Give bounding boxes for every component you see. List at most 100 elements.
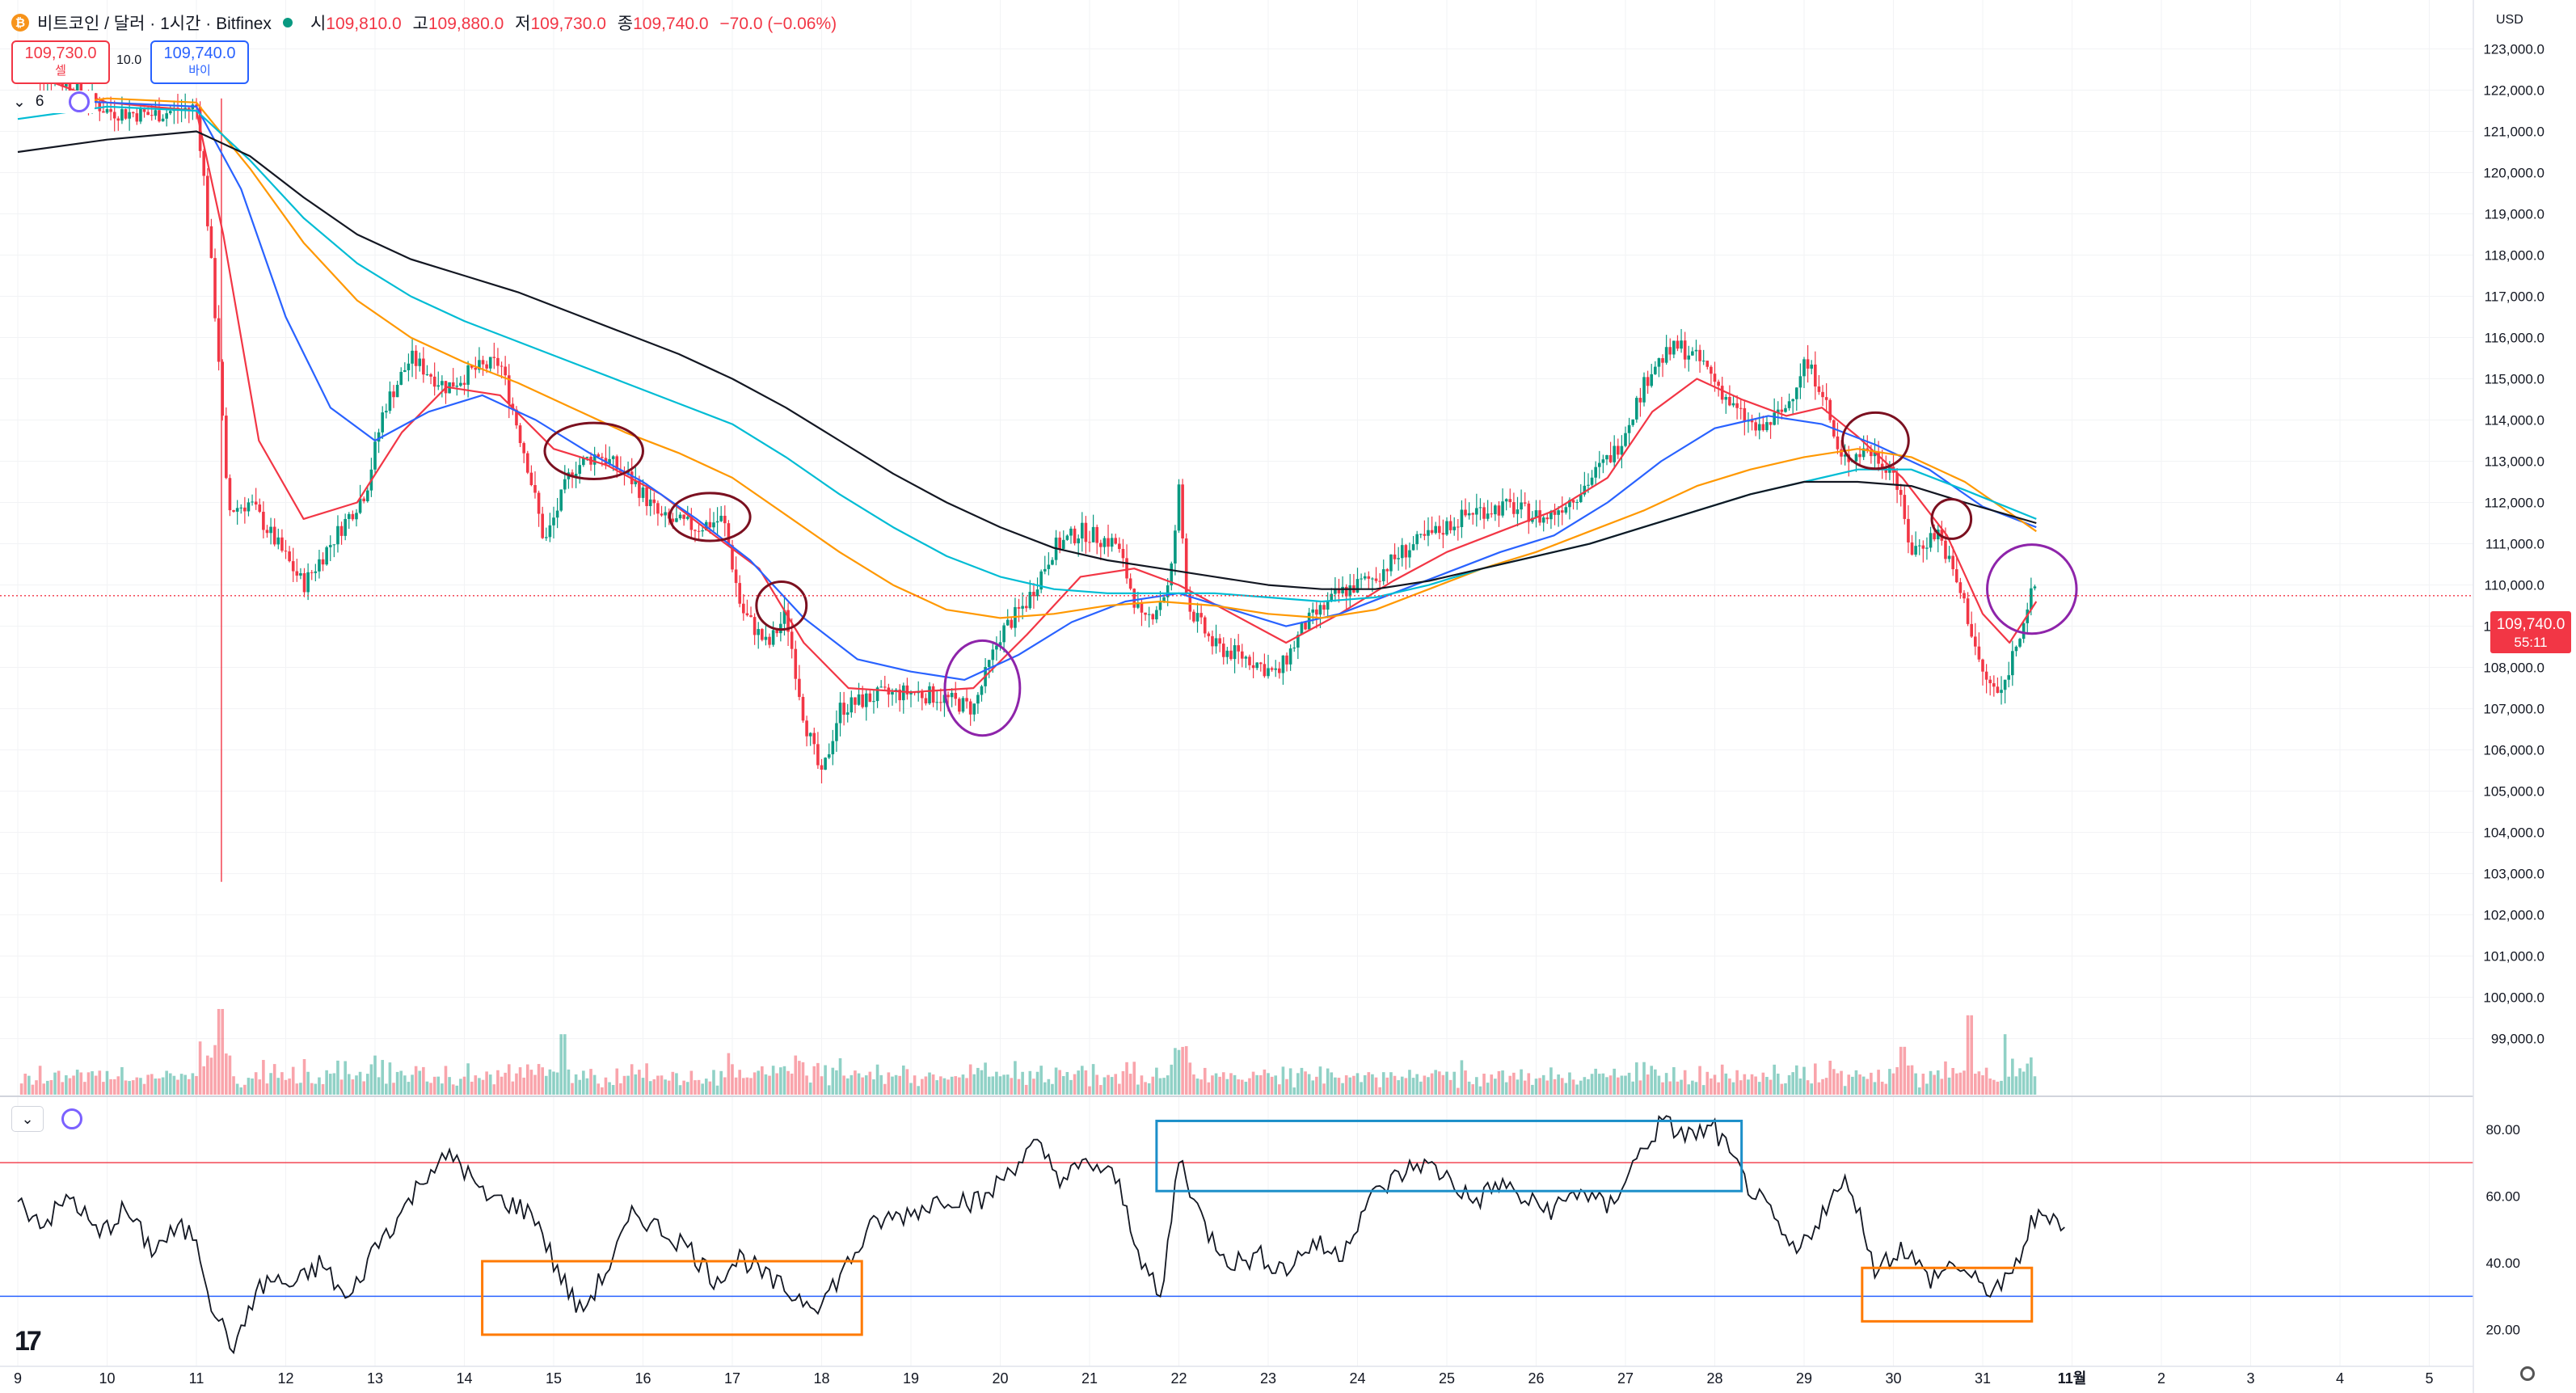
candle-body — [1419, 534, 1423, 535]
price-annotations — [543, 411, 2078, 737]
volume-bar — [228, 1055, 232, 1095]
candle-body — [1445, 521, 1448, 535]
volume-bar — [2007, 1076, 2011, 1095]
candle-body — [139, 108, 142, 122]
oscillator-tick-label: 40.00 — [2485, 1256, 2520, 1271]
volume-bar — [1158, 1078, 1162, 1095]
price-tick-label: 111,000.0 — [2485, 537, 2544, 552]
candle-body — [1233, 645, 1237, 660]
volume-bar — [1452, 1071, 1457, 1095]
volume-bar — [1605, 1077, 1608, 1095]
candle-body — [128, 112, 131, 119]
candle-body — [842, 703, 845, 715]
oscillator-tick-label: 20.00 — [2485, 1323, 2520, 1338]
volume-bar — [987, 1076, 991, 1095]
volume-bar — [1728, 1079, 1731, 1095]
volume-bar — [764, 1074, 768, 1095]
volume-bar — [1065, 1071, 1069, 1095]
volume-bar — [1817, 1082, 1821, 1095]
annotation-ellipse — [1841, 411, 1910, 471]
volume-bar — [436, 1076, 441, 1095]
candle-body — [392, 391, 395, 398]
volume-bar — [835, 1070, 838, 1095]
candle-body — [161, 118, 165, 122]
buy-button[interactable]: 109,740.0 바이 — [150, 40, 249, 84]
volume-bar — [1278, 1084, 1281, 1095]
candle-body — [288, 551, 291, 562]
candle-body — [771, 630, 775, 645]
candle-body — [1475, 508, 1478, 515]
candle-body — [1155, 610, 1158, 620]
candle-body — [1360, 578, 1363, 580]
volume-bar — [459, 1079, 462, 1095]
candle-body — [1594, 466, 1597, 478]
volume-bar — [1802, 1066, 1806, 1095]
candle-body — [1787, 401, 1791, 408]
volume-bar — [1244, 1082, 1248, 1095]
volume-bar — [1910, 1065, 1914, 1095]
price-tick-label: 123,000.0 — [2483, 42, 2544, 57]
volume-bar — [1765, 1077, 1769, 1095]
volume-bar — [448, 1077, 451, 1095]
symbol-title[interactable]: 비트코인 / 달러 · 1시간 · Bitfinex — [37, 15, 272, 33]
candle-body — [812, 732, 816, 745]
sell-button[interactable]: 109,730.0 셀 — [11, 40, 110, 84]
volume-bar — [1355, 1073, 1360, 1095]
candle-body — [1166, 585, 1170, 597]
volume-bar — [91, 1070, 94, 1095]
volume-bar — [1014, 1061, 1017, 1095]
volume-bar — [827, 1085, 831, 1095]
price-axis[interactable]: 123,000.0 122,000.0 121,000.0 120,000.0 119,… — [2483, 42, 2544, 1047]
volume-bar — [339, 1079, 344, 1095]
oscillator-axis[interactable]: 80.00 60.00 40.00 20.00 — [2485, 1122, 2520, 1338]
volume-bar — [1267, 1073, 1270, 1095]
candle-body — [1337, 589, 1341, 593]
volume-bar — [2003, 1034, 2007, 1095]
candle-body — [1549, 511, 1553, 520]
candle-body — [727, 523, 731, 546]
collapse-chevron-icon[interactable]: ⌄ — [11, 1106, 44, 1132]
candle-body — [1255, 662, 1258, 669]
currency-label[interactable]: USD — [2496, 13, 2523, 27]
volume-bar — [1077, 1070, 1080, 1095]
tradingview-logo[interactable]: 17 — [15, 1326, 42, 1357]
candle-body — [1035, 589, 1039, 597]
candle-body — [1836, 436, 1840, 450]
candle-body — [1646, 377, 1650, 386]
volume-bar — [213, 1045, 217, 1095]
candle-body — [652, 499, 656, 504]
candle-body — [626, 471, 630, 475]
volume-bar — [1590, 1074, 1594, 1095]
candle-body — [135, 113, 139, 122]
volume-bar — [1966, 1015, 1970, 1095]
candle-body — [928, 686, 931, 704]
volume-bar — [146, 1074, 150, 1095]
volume-bar — [1006, 1074, 1010, 1095]
candle-body — [1724, 397, 1728, 400]
volume-bar — [481, 1079, 485, 1095]
annotation-ellipse — [1986, 543, 2078, 635]
refresh-icon[interactable] — [68, 91, 90, 112]
candle-body — [1423, 534, 1427, 536]
volume-bar — [1642, 1062, 1646, 1095]
volume-bar — [187, 1079, 191, 1095]
time-tick-label: 3 — [2246, 1370, 2254, 1387]
buy-price: 109,740.0 — [163, 44, 236, 62]
time-axis[interactable]: 9 10 11 12 13 14 15 16 17 18 19 20 21 22 23 24 25 26 27 28 2… — [14, 1370, 2434, 1387]
settings-gear-icon[interactable] — [2520, 1366, 2535, 1381]
indicators-toggle[interactable]: ⌄ 6 — [8, 91, 95, 113]
candle-body — [1921, 545, 1925, 549]
volume-bar — [507, 1064, 511, 1095]
volume-bar — [1810, 1083, 1814, 1095]
candle-body — [1553, 511, 1557, 515]
candle-body — [1520, 502, 1523, 510]
candle-body — [1780, 409, 1784, 412]
volume-bar — [1676, 1081, 1680, 1095]
volume-bar — [1977, 1071, 1981, 1095]
volume-bar — [1545, 1080, 1549, 1095]
volume-bar — [179, 1074, 183, 1095]
volume-bar — [1367, 1072, 1371, 1095]
volume-bar — [1877, 1070, 1880, 1095]
refresh-icon[interactable] — [61, 1108, 82, 1129]
